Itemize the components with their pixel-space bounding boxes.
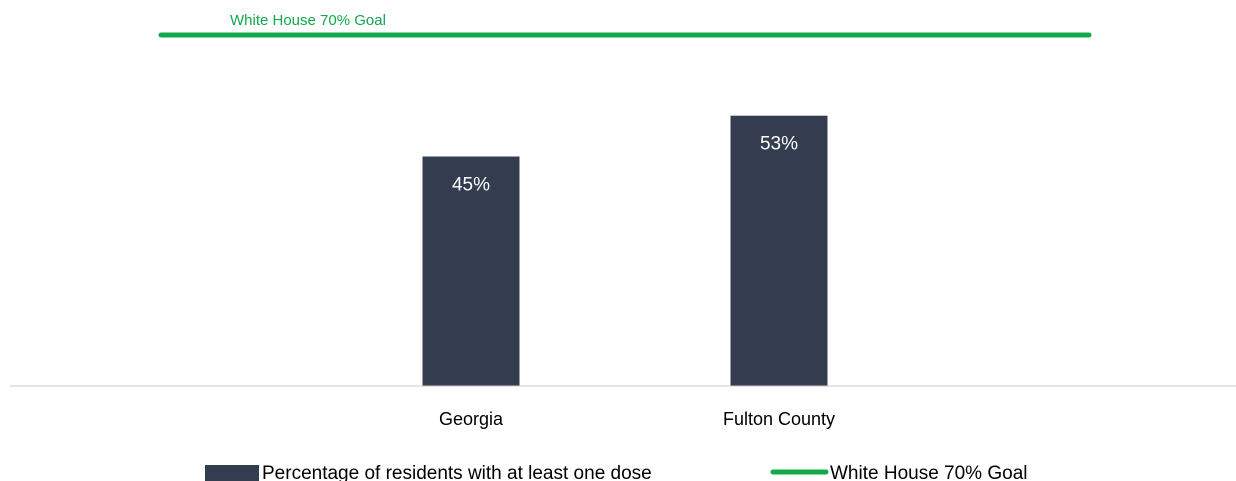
legend: Percentage of residents with at least on… bbox=[205, 463, 1028, 481]
category-labels-group: Georgia Fulton County bbox=[439, 409, 835, 429]
goal-line-group: White House 70% Goal bbox=[158, 12, 1092, 38]
data-label-georgia: 45% bbox=[452, 175, 490, 196]
data-label-fulton-county: 53% bbox=[760, 134, 798, 155]
bar-georgia bbox=[422, 156, 520, 386]
goal-line-label: White House 70% Goal bbox=[230, 12, 386, 29]
legend-label-goal: White House 70% Goal bbox=[830, 463, 1028, 481]
data-labels-group: 45% 53% bbox=[452, 134, 798, 196]
bar-fulton-county bbox=[730, 115, 828, 386]
legend-label-dose: Percentage of residents with at least on… bbox=[262, 463, 652, 481]
category-label-georgia: Georgia bbox=[439, 409, 504, 429]
category-label-fulton-county: Fulton County bbox=[723, 409, 835, 429]
legend-swatch-bar bbox=[205, 465, 259, 481]
bars-group bbox=[422, 115, 828, 386]
